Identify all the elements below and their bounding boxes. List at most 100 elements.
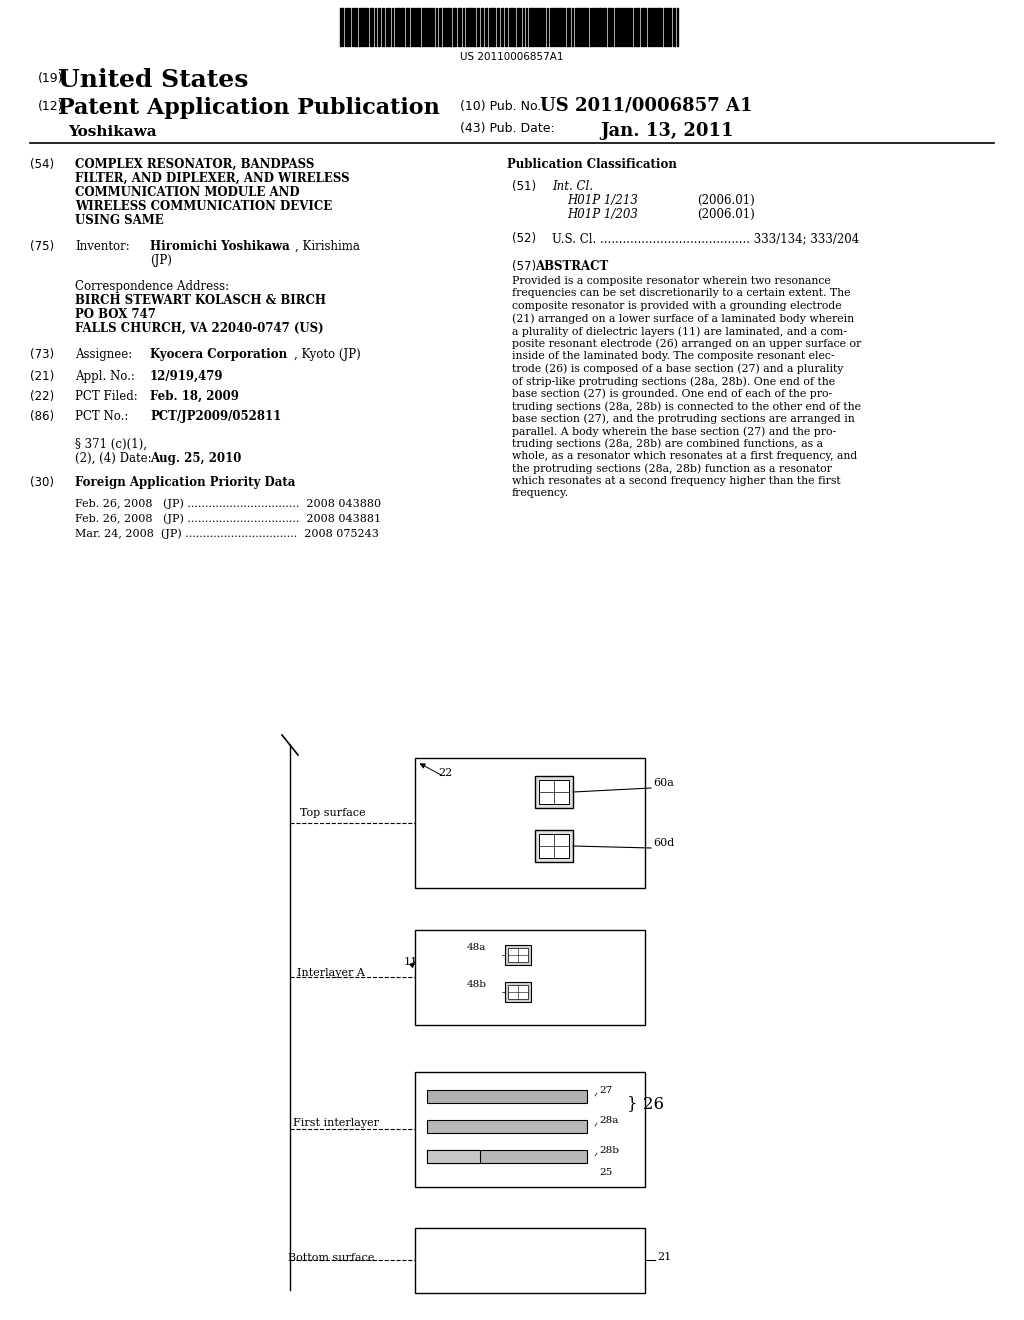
Text: (75): (75) — [30, 240, 54, 253]
Text: truding sections (28a, 28b) are combined functions, as a: truding sections (28a, 28b) are combined… — [512, 438, 823, 449]
Text: Publication Classification: Publication Classification — [507, 158, 677, 172]
Text: Feb. 26, 2008   (JP) ................................  2008 043881: Feb. 26, 2008 (JP) .....................… — [75, 513, 381, 524]
Text: (22): (22) — [30, 389, 54, 403]
Text: (10) Pub. No.:: (10) Pub. No.: — [460, 100, 546, 114]
Text: COMPLEX RESONATOR, BANDPASS: COMPLEX RESONATOR, BANDPASS — [75, 158, 314, 172]
Text: 60a: 60a — [653, 777, 674, 788]
Text: (73): (73) — [30, 348, 54, 360]
Bar — [535, 776, 573, 808]
Bar — [415, 1072, 645, 1187]
Text: 28b: 28b — [599, 1146, 618, 1155]
Text: (54): (54) — [30, 158, 54, 172]
Text: Assignee:: Assignee: — [75, 348, 132, 360]
Text: (21) arranged on a lower surface of a laminated body wherein: (21) arranged on a lower surface of a la… — [512, 314, 854, 325]
Text: USING SAME: USING SAME — [75, 214, 164, 227]
Bar — [539, 834, 569, 858]
Text: 60d: 60d — [653, 838, 674, 847]
Text: which resonates at a second frequency higher than the first: which resonates at a second frequency hi… — [512, 477, 841, 486]
Text: Aug. 25, 2010: Aug. 25, 2010 — [150, 451, 242, 465]
Text: Kyocera Corporation: Kyocera Corporation — [150, 348, 287, 360]
Text: Top surface: Top surface — [300, 808, 366, 818]
Text: H01P 1/213: H01P 1/213 — [567, 194, 638, 207]
Text: PCT No.:: PCT No.: — [75, 411, 128, 422]
Text: base section (27) is grounded. One end of each of the pro-: base section (27) is grounded. One end o… — [512, 388, 833, 399]
Text: 25: 25 — [599, 1168, 612, 1177]
Text: frequency.: frequency. — [512, 488, 569, 499]
Text: Patent Application Publication: Patent Application Publication — [58, 96, 439, 119]
Text: (51): (51) — [512, 180, 537, 193]
Text: 12/919,479: 12/919,479 — [150, 370, 223, 383]
Text: trode (26) is composed of a base section (27) and a plurality: trode (26) is composed of a base section… — [512, 363, 844, 374]
Text: Bottom surface: Bottom surface — [288, 1253, 375, 1263]
Bar — [505, 982, 531, 1002]
Text: (19): (19) — [38, 73, 63, 84]
Bar — [415, 931, 645, 1026]
Bar — [505, 945, 531, 965]
Text: ABSTRACT: ABSTRACT — [536, 260, 608, 273]
Text: (JP): (JP) — [150, 253, 172, 267]
Text: a plurality of dielectric layers (11) are laminated, and a com-: a plurality of dielectric layers (11) ar… — [512, 326, 847, 337]
Text: Inventor:: Inventor: — [75, 240, 130, 253]
Text: FALLS CHURCH, VA 22040-0747 (US): FALLS CHURCH, VA 22040-0747 (US) — [75, 322, 324, 335]
Text: Jan. 13, 2011: Jan. 13, 2011 — [600, 121, 733, 140]
Text: US 2011/0006857 A1: US 2011/0006857 A1 — [540, 96, 753, 115]
Text: United States: United States — [58, 69, 249, 92]
Text: Mar. 24, 2008  (JP) ................................  2008 075243: Mar. 24, 2008 (JP) .....................… — [75, 528, 379, 539]
Text: (43) Pub. Date:: (43) Pub. Date: — [460, 121, 555, 135]
Text: composite resonator is provided with a grounding electrode: composite resonator is provided with a g… — [512, 301, 842, 312]
Text: (21): (21) — [30, 370, 54, 383]
Bar — [508, 948, 528, 962]
Bar — [427, 1119, 587, 1133]
Text: COMMUNICATION MODULE AND: COMMUNICATION MODULE AND — [75, 186, 300, 199]
Text: 48a: 48a — [467, 942, 486, 952]
Text: U.S. Cl. ........................................ 333/134; 333/204: U.S. Cl. ...............................… — [552, 232, 859, 246]
Text: 11: 11 — [404, 957, 418, 968]
Text: Hiromichi Yoshikawa: Hiromichi Yoshikawa — [150, 240, 290, 253]
Text: whole, as a resonator which resonates at a first frequency, and: whole, as a resonator which resonates at… — [512, 451, 857, 461]
Text: Feb. 26, 2008   (JP) ................................  2008 043880: Feb. 26, 2008 (JP) .....................… — [75, 498, 381, 508]
Text: Appl. No.:: Appl. No.: — [75, 370, 135, 383]
Text: } 26: } 26 — [627, 1096, 664, 1113]
Text: (2006.01): (2006.01) — [697, 209, 755, 220]
Text: (12): (12) — [38, 100, 63, 114]
Text: First interlayer: First interlayer — [293, 1118, 379, 1129]
Text: 21: 21 — [657, 1251, 672, 1262]
Text: BIRCH STEWART KOLASCH & BIRCH: BIRCH STEWART KOLASCH & BIRCH — [75, 294, 326, 308]
Text: posite resonant electrode (26) arranged on an upper surface or: posite resonant electrode (26) arranged … — [512, 338, 861, 348]
Bar — [427, 1150, 480, 1163]
Text: of strip-like protruding sections (28a, 28b). One end of the: of strip-like protruding sections (28a, … — [512, 376, 836, 387]
Text: (2), (4) Date:: (2), (4) Date: — [75, 451, 152, 465]
Text: 27: 27 — [599, 1086, 612, 1096]
Text: US 20110006857A1: US 20110006857A1 — [460, 51, 564, 62]
Bar — [535, 830, 573, 862]
Text: § 371 (c)(1),: § 371 (c)(1), — [75, 438, 147, 451]
Text: truding sections (28a, 28b) is connected to the other end of the: truding sections (28a, 28b) is connected… — [512, 401, 861, 412]
Text: Feb. 18, 2009: Feb. 18, 2009 — [150, 389, 239, 403]
Text: (86): (86) — [30, 411, 54, 422]
Text: (2006.01): (2006.01) — [697, 194, 755, 207]
Text: PCT Filed:: PCT Filed: — [75, 389, 138, 403]
Text: (57): (57) — [512, 260, 537, 273]
Text: Foreign Application Priority Data: Foreign Application Priority Data — [75, 477, 295, 488]
Bar — [415, 1228, 645, 1294]
Text: Int. Cl.: Int. Cl. — [552, 180, 593, 193]
Bar — [427, 1090, 587, 1104]
Text: PO BOX 747: PO BOX 747 — [75, 308, 156, 321]
Text: PCT/JP2009/052811: PCT/JP2009/052811 — [150, 411, 282, 422]
Text: the protruding sections (28a, 28b) function as a resonator: the protruding sections (28a, 28b) funct… — [512, 463, 831, 474]
Text: FILTER, AND DIPLEXER, AND WIRELESS: FILTER, AND DIPLEXER, AND WIRELESS — [75, 172, 349, 185]
Text: 48b: 48b — [467, 979, 487, 989]
Text: Correspondence Address:: Correspondence Address: — [75, 280, 229, 293]
Bar — [539, 780, 569, 804]
Text: , Kirishima: , Kirishima — [295, 240, 359, 253]
Text: (52): (52) — [512, 232, 537, 246]
Text: H01P 1/203: H01P 1/203 — [567, 209, 638, 220]
Text: Interlayer A: Interlayer A — [297, 968, 365, 978]
Text: base section (27), and the protruding sections are arranged in: base section (27), and the protruding se… — [512, 413, 855, 424]
Text: (30): (30) — [30, 477, 54, 488]
Text: 22: 22 — [438, 768, 453, 777]
Text: inside of the laminated body. The composite resonant elec-: inside of the laminated body. The compos… — [512, 351, 835, 360]
Bar — [427, 1150, 587, 1163]
Text: , Kyoto (JP): , Kyoto (JP) — [294, 348, 360, 360]
Text: 28a: 28a — [599, 1115, 618, 1125]
